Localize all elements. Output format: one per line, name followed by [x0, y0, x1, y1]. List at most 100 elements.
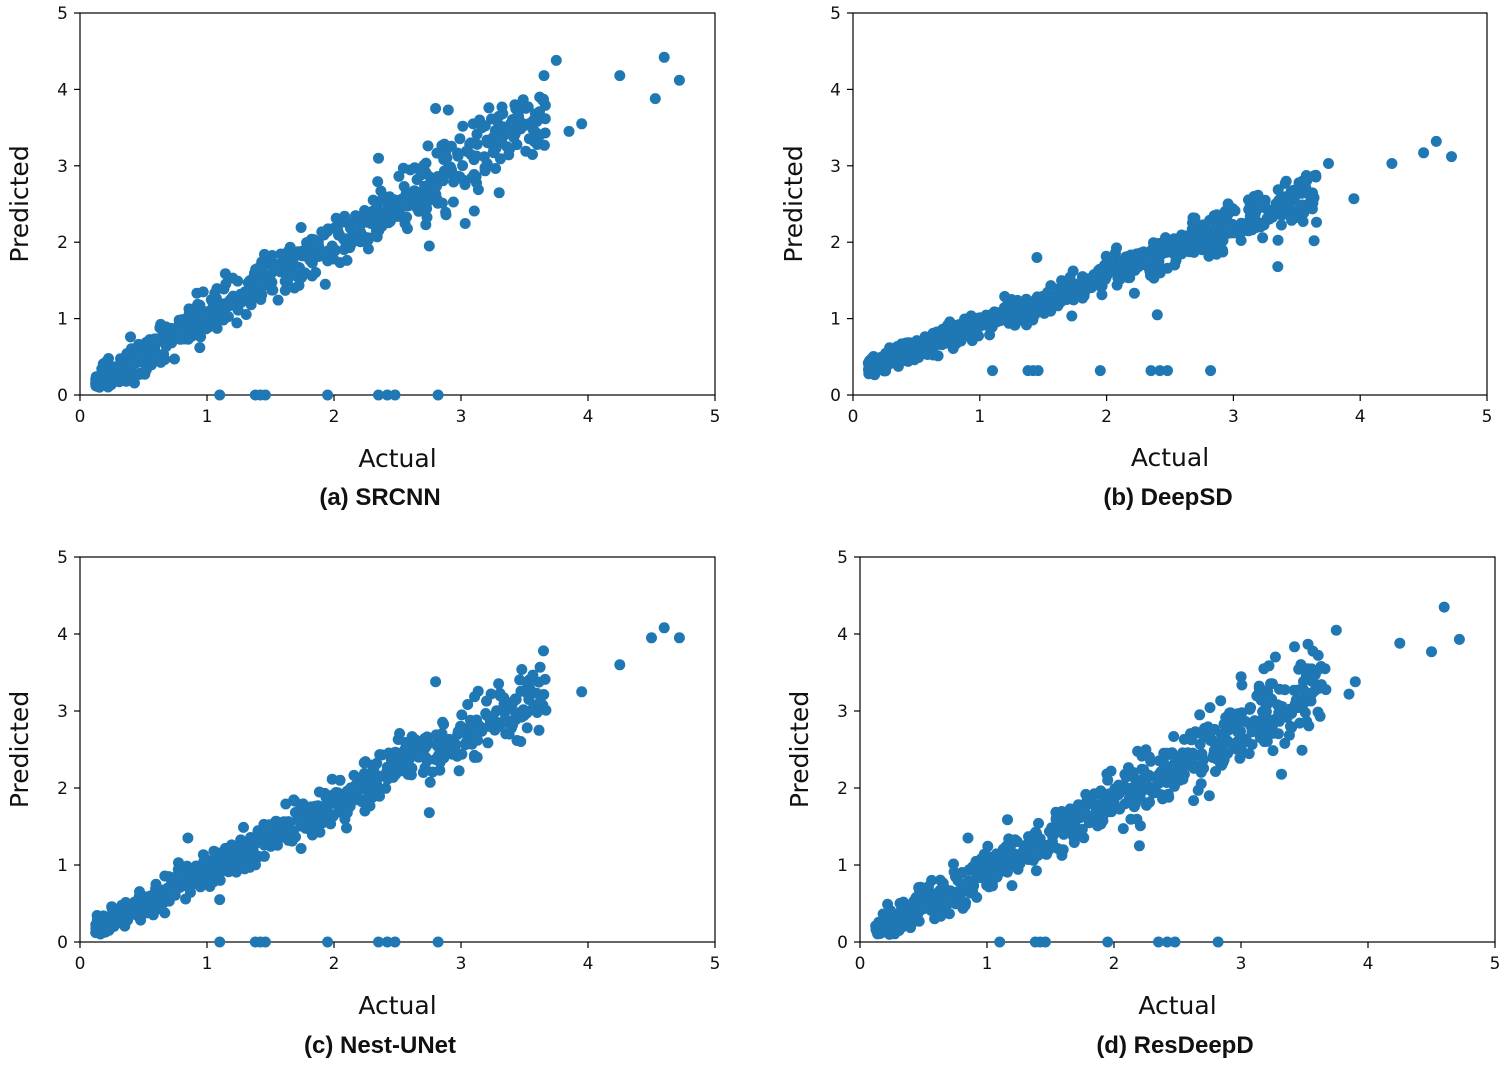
data-point [421, 168, 433, 180]
data-point [496, 135, 507, 147]
x-tick-label: 1 [982, 954, 993, 974]
data-point [513, 111, 525, 122]
data-point [1264, 213, 1275, 225]
data-point [1217, 734, 1229, 746]
data-point [1302, 692, 1314, 704]
data-point [1283, 729, 1295, 741]
data-point [1272, 261, 1284, 273]
data-point [1168, 731, 1180, 742]
data-point [354, 235, 366, 247]
data-point [920, 336, 932, 348]
data-point [576, 686, 588, 698]
data-point [1192, 784, 1204, 796]
data-point [1045, 305, 1057, 317]
data-point [450, 738, 461, 750]
data-point [238, 821, 249, 833]
data-point [397, 162, 409, 174]
data-point [1217, 235, 1229, 247]
data-point [1155, 789, 1167, 801]
data-point [247, 851, 259, 862]
data-point [135, 351, 147, 363]
data-point [100, 376, 111, 388]
data-point [239, 863, 251, 875]
data-point [380, 782, 392, 794]
data-point [1037, 290, 1049, 302]
data-point [1129, 264, 1141, 276]
data-point [1223, 223, 1235, 235]
data-point [1056, 275, 1068, 287]
data-point [251, 833, 263, 845]
data-point [440, 209, 452, 221]
data-point [447, 196, 459, 208]
data-point [514, 674, 526, 686]
data-point [1258, 663, 1270, 675]
data-point [1128, 788, 1140, 800]
data-point [1273, 706, 1285, 718]
data-point [471, 128, 483, 140]
data-point [527, 149, 538, 160]
data-point [232, 292, 244, 304]
scatter-points [870, 601, 1465, 948]
data-point [1081, 275, 1093, 287]
data-point [209, 305, 221, 317]
data-point [465, 137, 477, 149]
data-point [197, 286, 209, 298]
data-point [996, 312, 1008, 324]
data-point [494, 153, 506, 165]
data-point [1102, 259, 1114, 271]
data-point [200, 323, 212, 335]
data-point [214, 389, 226, 401]
data-point [507, 719, 519, 731]
scatter-points [90, 622, 685, 948]
data-point [1029, 831, 1041, 843]
data-point [673, 74, 685, 86]
data-point [1101, 768, 1113, 780]
data-point [454, 133, 466, 145]
data-point [646, 632, 657, 644]
data-point [1193, 238, 1205, 250]
data-point [938, 882, 950, 894]
y-tick-label: 2 [57, 779, 68, 799]
data-point [894, 346, 906, 358]
data-point [389, 389, 401, 401]
y-tick-label: 5 [830, 4, 841, 24]
y-tick-label: 2 [57, 233, 68, 253]
data-point [392, 734, 404, 745]
data-point [1100, 272, 1112, 284]
x-tick-label: 2 [1109, 954, 1120, 974]
x-tick-label: 3 [456, 954, 467, 974]
data-point [563, 125, 575, 137]
data-point [155, 356, 167, 368]
y-axis-label: Predicted [785, 691, 814, 808]
data-point [1235, 671, 1247, 683]
data-point [442, 104, 454, 116]
data-point [1254, 198, 1266, 210]
data-point [876, 355, 888, 367]
data-point [1070, 825, 1082, 836]
data-point [214, 936, 226, 948]
data-point [531, 687, 543, 699]
data-point [339, 216, 351, 228]
data-point [539, 127, 551, 139]
data-point [1006, 316, 1018, 328]
data-point [332, 787, 344, 799]
panel-caption: (a) SRCNN [319, 484, 440, 511]
data-point [381, 936, 393, 948]
data-point [419, 762, 431, 774]
data-point [295, 843, 307, 854]
data-point [1194, 738, 1206, 750]
data-point [1215, 695, 1227, 707]
data-point [370, 225, 382, 237]
data-point [465, 725, 477, 737]
y-axis-label: Predicted [5, 691, 34, 808]
data-point [1006, 880, 1018, 892]
data-point [272, 294, 284, 306]
data-point [240, 309, 252, 320]
data-point [1233, 738, 1245, 750]
data-point [418, 159, 430, 171]
data-point [1246, 726, 1258, 738]
data-point [1254, 732, 1266, 744]
data-point [282, 275, 293, 287]
data-point [465, 714, 476, 726]
data-point [1189, 212, 1201, 224]
